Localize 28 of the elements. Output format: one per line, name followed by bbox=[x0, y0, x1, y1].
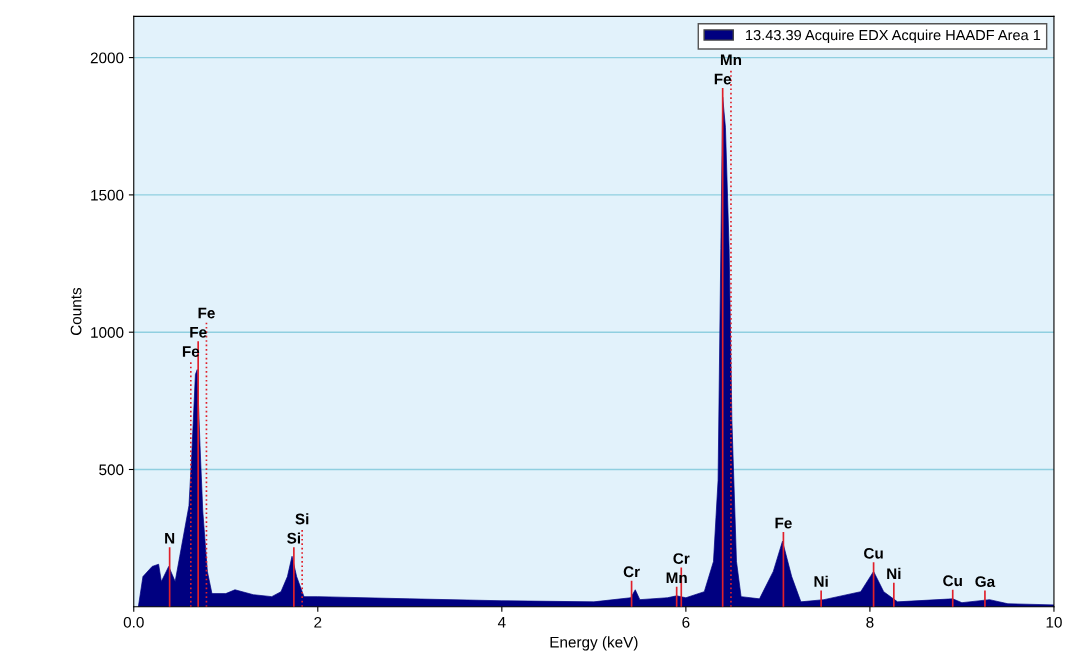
ref-line-label: Fe bbox=[190, 327, 207, 338]
y-axis-title: Counts bbox=[70, 287, 82, 336]
ref-line-label: Cu bbox=[864, 547, 883, 559]
x-tick-label: 8 bbox=[866, 616, 874, 628]
x-tick-label: 4 bbox=[497, 617, 506, 628]
ref-line-label: Cu bbox=[943, 575, 962, 587]
ref-line-label: Ni bbox=[814, 575, 828, 587]
x-tick-label: 6 bbox=[682, 616, 690, 628]
ref-line-label: Fe bbox=[714, 73, 732, 85]
x-tick-label: 10 bbox=[1046, 616, 1062, 628]
y-tick-label: 500 bbox=[99, 464, 124, 476]
ref-line-label: Cr bbox=[623, 566, 640, 578]
ref-line-label: Ga bbox=[975, 576, 996, 588]
x-tick-label: 0.0 bbox=[123, 616, 144, 628]
ref-line-label: Ni bbox=[887, 567, 901, 579]
y-tick-label: 2000 bbox=[90, 52, 124, 64]
x-axis-title: Energy (keV) bbox=[550, 636, 638, 651]
ref-line-label: Si bbox=[295, 513, 309, 525]
y-tick-label: 1500 bbox=[91, 189, 124, 201]
ref-line-label: Si bbox=[287, 532, 300, 544]
ref-line-label: Mn bbox=[720, 54, 742, 66]
ref-line-label: N bbox=[165, 532, 175, 544]
y-tick-label: 1000 bbox=[91, 327, 124, 338]
ref-line-label: Fe bbox=[775, 517, 792, 529]
x-tick-label: 2 bbox=[314, 616, 322, 628]
legend-label: 13.43.39 Acquire EDX Acquire HAADF Area 1 bbox=[746, 29, 1041, 44]
ref-line-label: Fe bbox=[198, 307, 215, 319]
ref-line-label: Cr bbox=[673, 553, 690, 564]
